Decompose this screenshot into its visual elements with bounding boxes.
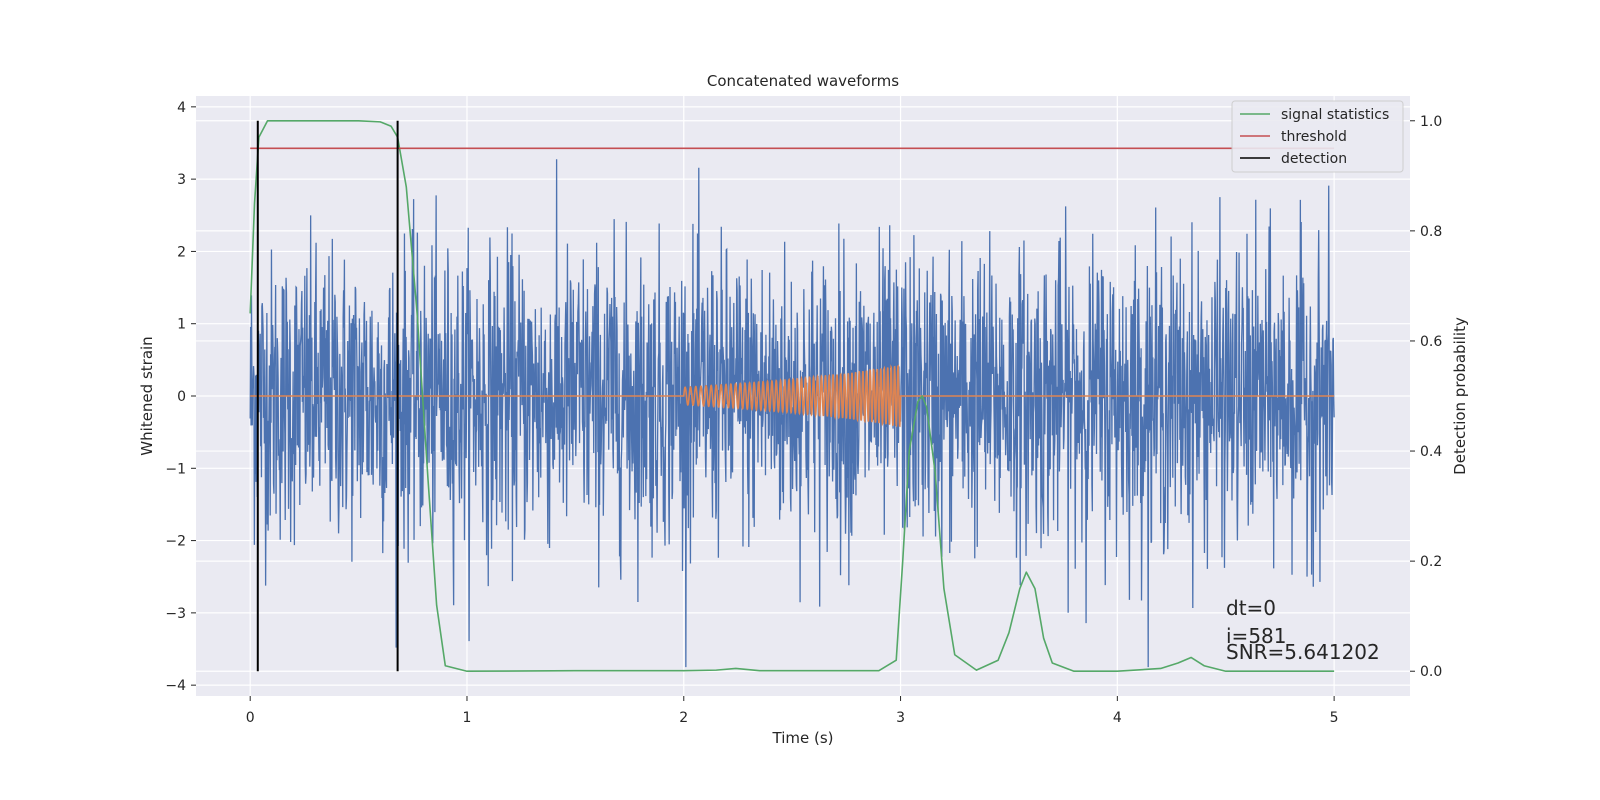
x-tick-label: 2 [679, 710, 688, 726]
y-left-tick-label: −2 [165, 534, 186, 550]
x-tick-label: 4 [1113, 710, 1122, 726]
x-tick-label: 5 [1330, 710, 1339, 726]
legend-label-signal-statistics: signal statistics [1281, 107, 1389, 123]
y-left-tick-label: −1 [165, 461, 186, 477]
y-left-axis-label: Whitened strain [138, 336, 156, 455]
x-axis-label: Time (s) [772, 729, 834, 747]
y-right-tick-label: 0.2 [1420, 554, 1442, 570]
y-right-tick-label: 0.8 [1420, 224, 1442, 240]
y-left-tick-label: 0 [177, 389, 186, 405]
annotation-snr: SNR=5.641202 [1226, 640, 1380, 664]
y-right-axis-label: Detection probability [1451, 317, 1469, 475]
x-tick-label: 1 [463, 710, 472, 726]
y-left-tick-label: −4 [165, 678, 186, 694]
x-ticks: 0 1 2 3 4 5 [246, 696, 1339, 726]
y-right-ticks: 0.0 0.2 0.4 0.6 0.8 1.0 [1410, 114, 1442, 680]
y-left-tick-label: 3 [177, 172, 186, 188]
legend: signal statistics threshold detection [1231, 100, 1404, 173]
annotation-dt: dt=0 [1226, 596, 1276, 620]
legend-label-detection: detection [1281, 151, 1347, 167]
series-layer [249, 119, 1335, 673]
chart-title: Concatenated waveforms [707, 72, 899, 90]
x-tick-label: 3 [896, 710, 905, 726]
legend-label-threshold: threshold [1281, 129, 1347, 145]
series-signal-statistics [249, 119, 1335, 673]
y-left-tick-label: −3 [165, 606, 186, 622]
series-injected-waveform [250, 364, 1335, 428]
y-left-tick-label: 1 [177, 317, 186, 333]
y-right-tick-label: 0.6 [1420, 334, 1442, 350]
y-right-tick-label: 0.0 [1420, 664, 1442, 680]
x-tick-label: 0 [246, 710, 255, 726]
y-left-tick-label: 4 [177, 100, 186, 116]
y-right-tick-label: 0.4 [1420, 444, 1442, 460]
annotation-index: i=581 [1226, 624, 1287, 648]
y-left-tick-label: 2 [177, 244, 186, 260]
y-left-ticks: −4 −3 −2 −1 0 1 2 3 4 [165, 100, 196, 694]
y-right-tick-label: 1.0 [1420, 114, 1442, 130]
legend-box [1231, 100, 1404, 173]
